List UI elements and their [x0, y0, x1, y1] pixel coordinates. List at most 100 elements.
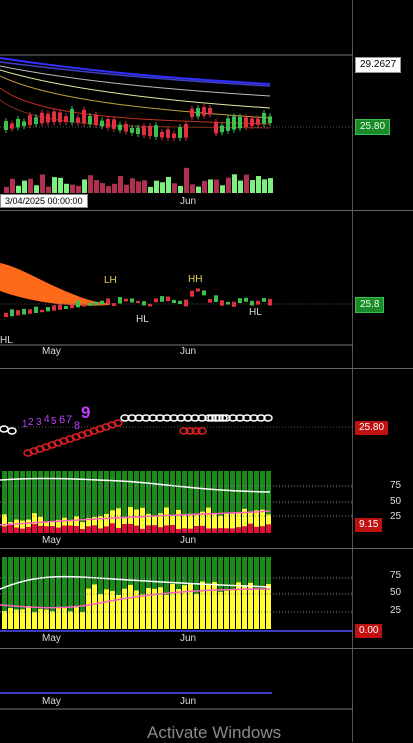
osc1-yellow-bar — [80, 522, 85, 533]
osc2-yellow-bar — [116, 594, 121, 629]
pattern-candle — [202, 290, 206, 296]
count-9: 9 — [81, 403, 91, 422]
osc2-green-bar — [14, 557, 19, 629]
price-candles — [4, 104, 272, 141]
osc2-yellow-bar — [194, 593, 199, 629]
buy-setup-marker — [134, 414, 144, 422]
osc1-red-bar — [38, 525, 43, 533]
buy-setup-marker — [197, 414, 207, 422]
pattern-candle — [196, 288, 200, 292]
count-8: 8 — [74, 420, 81, 432]
pattern-candle — [118, 297, 122, 304]
pane-divider-2[interactable] — [0, 368, 413, 369]
pane-divider-1[interactable] — [0, 210, 413, 211]
osc2-yellow-bar — [62, 607, 67, 629]
pattern-candle — [190, 290, 194, 297]
volume-bar — [136, 181, 141, 193]
osc1-red-bar — [44, 526, 49, 533]
bottom-pane[interactable]: May Jun — [0, 649, 353, 719]
buy-setup-marker — [256, 414, 266, 422]
pattern-candle — [52, 305, 56, 311]
price-candle — [112, 119, 116, 129]
pane-divider-3[interactable] — [0, 548, 413, 549]
volume-bar — [70, 184, 75, 193]
price-candle — [106, 119, 110, 128]
osc1-green-bar — [146, 471, 151, 533]
osc1-green-bar — [200, 471, 205, 533]
volume-bar — [58, 177, 63, 193]
osc1-green-bar — [266, 471, 271, 533]
osc2-yellow-bar — [140, 594, 145, 629]
osc1-green-bar — [134, 471, 139, 533]
oscillator2-pane[interactable]: May Jun — [0, 549, 353, 648]
price-candle — [40, 112, 44, 124]
count-4: 4 — [44, 414, 50, 425]
osc1-yellow-bar — [224, 513, 229, 533]
osc2-yellow-bar — [110, 591, 115, 629]
osc1-yellow-bar — [242, 508, 247, 533]
count-7: 7 — [66, 414, 73, 426]
volume-bar — [130, 178, 135, 193]
osc2-green-bar — [2, 557, 7, 629]
pattern-candle — [40, 309, 44, 313]
volume-bar — [76, 185, 81, 193]
oscillator1-pane[interactable]: May Jun — [0, 465, 353, 548]
price-candle — [136, 127, 140, 135]
pattern-chart — [0, 263, 353, 346]
volume-bar — [106, 186, 111, 193]
pattern-candle — [130, 298, 134, 303]
osc1-yellow-bar — [182, 514, 187, 533]
osc1-yellow-bar — [86, 518, 91, 533]
pattern-pane[interactable]: LH HH HL HL HL May Jun — [0, 211, 353, 368]
osc1-green-bar — [50, 471, 55, 533]
pane-divider-4[interactable] — [0, 648, 413, 649]
volume-bar — [148, 186, 153, 193]
osc1-red-bar — [230, 528, 235, 533]
buy-setup-marker — [242, 414, 252, 422]
osc1-yellow-bar — [200, 511, 205, 533]
osc1-red-bar — [158, 527, 163, 533]
pattern-candle — [82, 304, 86, 307]
price-candle — [88, 116, 92, 125]
price-candle — [130, 128, 134, 133]
annotation-hl-2: HL — [249, 307, 262, 318]
osc2-yellow-bar — [266, 583, 271, 629]
sequential-chart — [0, 414, 353, 457]
osc1-yellow-bar — [116, 508, 121, 533]
osc1-yellow-bar — [206, 507, 211, 533]
price-pane[interactable]: 3/04/2025 00:00:00 Jun — [0, 0, 353, 210]
count-2: 2 — [28, 417, 34, 428]
osc2-level-25: 25 — [390, 605, 402, 616]
pattern-candle — [220, 300, 224, 306]
pattern-candle — [244, 297, 248, 302]
buy-setup-marker — [249, 414, 259, 422]
pattern-candle — [28, 309, 32, 314]
osc1-red-bar — [164, 525, 169, 533]
price-candle — [94, 114, 98, 126]
pattern-candle — [136, 300, 140, 303]
count-6: 6 — [59, 414, 66, 426]
osc2-level-50: 50 — [390, 587, 402, 598]
volume-bar — [202, 180, 207, 193]
osc1-green-bar — [80, 471, 85, 533]
osc1-red-bar — [86, 526, 91, 533]
osc1-green-bar — [140, 471, 145, 533]
osc1-red-bar — [134, 525, 139, 533]
volume-bar — [88, 175, 93, 193]
pattern-candle — [238, 298, 242, 304]
count-5: 5 — [51, 416, 57, 427]
activate-windows-watermark: Activate Windows — [147, 723, 282, 742]
sequential-pane[interactable]: 1 2 3 4 5 6 7 8 9 — [0, 369, 353, 464]
buy-setup-marker — [207, 414, 217, 422]
osc2-yellow-bar — [200, 581, 205, 629]
osc2-yellow-bar — [176, 588, 181, 629]
oscillator2-chart — [0, 557, 353, 632]
osc2-yellow-bar — [20, 609, 25, 629]
osc1-red-bar — [224, 528, 229, 533]
osc2-green-bar — [62, 557, 67, 629]
volume-bar — [94, 180, 99, 193]
oscillator2-bars — [2, 557, 271, 629]
osc1-red-bar — [116, 527, 121, 533]
osc1-green-bar — [2, 471, 7, 533]
osc1-green-bar — [116, 471, 121, 533]
